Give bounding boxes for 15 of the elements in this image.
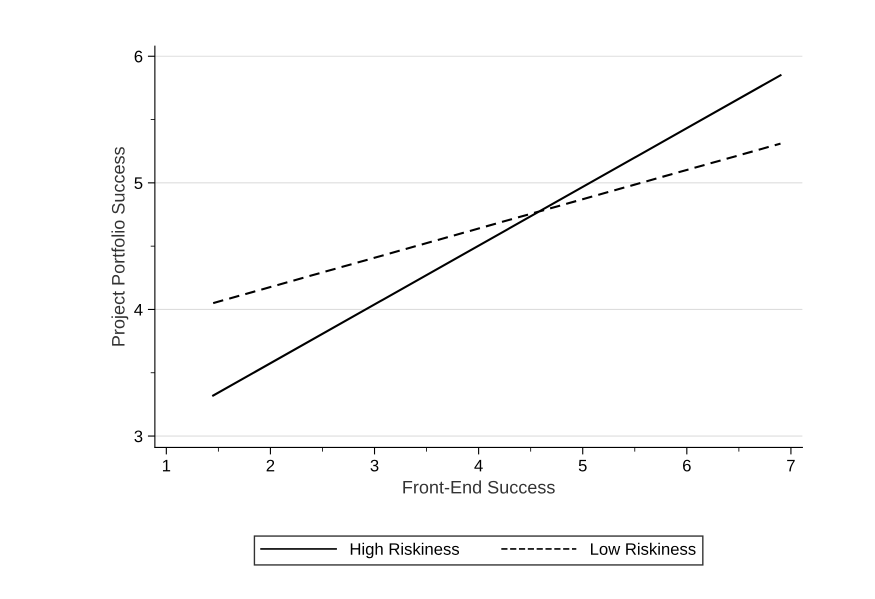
x-tick-label: 5 bbox=[578, 460, 587, 472]
x-tick-label: 2 bbox=[266, 460, 274, 472]
x-axis-title: Front-End Success bbox=[403, 480, 555, 494]
y-tick-label: 4 bbox=[134, 304, 143, 316]
x-tick-label: 4 bbox=[474, 460, 483, 472]
x-tick-label: 1 bbox=[162, 460, 170, 472]
legend-label: High Riskiness bbox=[350, 542, 460, 558]
y-tick-label: 5 bbox=[134, 177, 142, 190]
y-tick-label: 6 bbox=[134, 50, 142, 62]
y-axis-title: Project Portfolio Success bbox=[111, 147, 128, 346]
x-tick-label: 7 bbox=[787, 460, 795, 472]
x-tick-label: 6 bbox=[683, 460, 691, 472]
legend-label: Low Riskiness bbox=[591, 542, 696, 555]
x-tick-label: 3 bbox=[370, 460, 378, 472]
y-tick-label: 3 bbox=[134, 430, 142, 442]
